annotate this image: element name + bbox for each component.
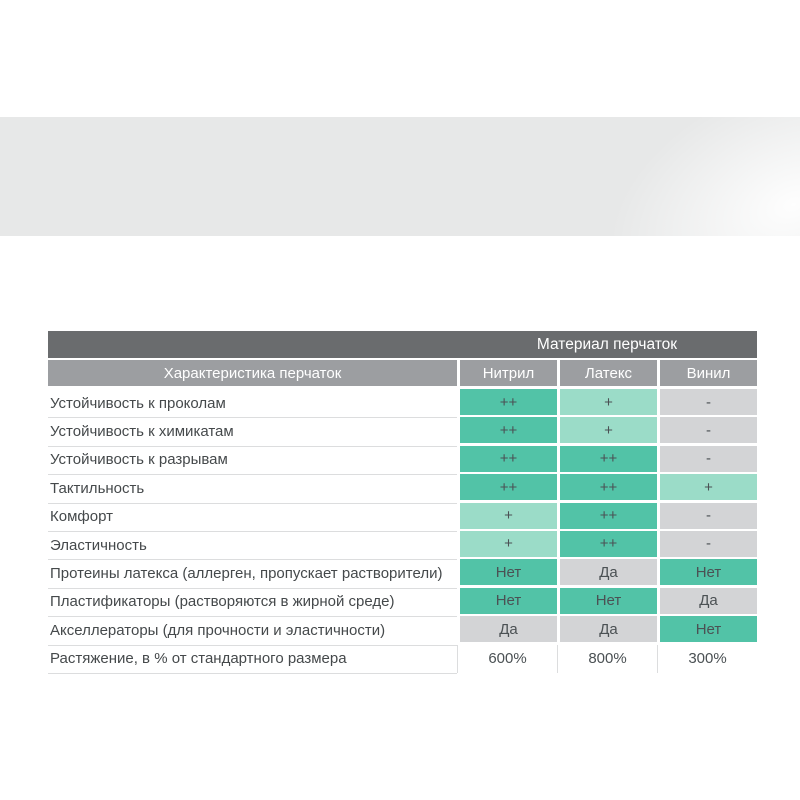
- row-label: Устойчивость к разрывам: [48, 446, 457, 476]
- value-cell-vinyl: Нет: [660, 616, 757, 643]
- value-cell-latex: +: [560, 417, 657, 444]
- row-label: Эластичность: [48, 531, 457, 561]
- value-cell-vinyl: 300%: [657, 644, 757, 673]
- group-header-materials: Материал перчаток: [536, 335, 678, 353]
- table-row: Эластичность + ++ -: [48, 530, 757, 561]
- table-row: Пластификаторы (растворяются в жирной ср…: [48, 587, 757, 618]
- value-cell-vinyl: -: [660, 417, 757, 444]
- value-cell-latex: Да: [560, 559, 657, 586]
- characteristic-column-header: Характеристика перчаток: [48, 360, 457, 386]
- value-cell-latex: 800%: [557, 644, 657, 673]
- value-cell-vinyl: Да: [660, 587, 757, 614]
- value-cell-vinyl: -: [660, 445, 757, 472]
- value-cell-nitrile: Нет: [460, 559, 557, 586]
- value-cell-latex: ++: [560, 445, 657, 472]
- row-label: Растяжение, в % от стандартного размера: [48, 645, 457, 674]
- row-label: Пластификаторы (растворяются в жирной ср…: [48, 588, 457, 618]
- row-label: Протеины латекса (аллерген, пропускает р…: [48, 559, 457, 589]
- table-row: Протеины латекса (аллерген, пропускает р…: [48, 559, 757, 589]
- material-column-header-nitrile: Нитрил: [460, 360, 557, 386]
- table-row: Устойчивость к химикатам ++ + -: [48, 417, 757, 447]
- table-row: Растяжение, в % от стандартного размера …: [48, 644, 757, 674]
- table-row: Тактильность ++ ++ +: [48, 474, 757, 504]
- value-cell-nitrile: Нет: [460, 587, 557, 614]
- group-header-spacer: [48, 331, 457, 358]
- swoosh-glow-decoration: [537, 117, 800, 236]
- table-group-header-row: Материал перчаток: [48, 331, 757, 358]
- value-cell-latex: Да: [560, 616, 657, 643]
- value-cell-vinyl: +: [660, 474, 757, 501]
- row-label: Тактильность: [48, 474, 457, 504]
- value-cell-vinyl: -: [660, 389, 757, 415]
- value-cell-latex: +: [560, 389, 657, 415]
- value-cell-nitrile: ++: [460, 445, 557, 472]
- value-cell-latex: ++: [560, 502, 657, 529]
- value-cell-latex: ++: [560, 474, 657, 501]
- value-cell-vinyl: -: [660, 502, 757, 529]
- value-cell-nitrile: +: [460, 530, 557, 557]
- material-column-header-vinyl: Винил: [660, 360, 757, 386]
- header-banner: СРАВНИТЕЛЬНЫЕ ХАРАКТЕРИСТИКИ ПЕРЧАТОК ИЗ…: [0, 117, 800, 236]
- table-row: Устойчивость к проколам ++ + -: [48, 389, 757, 419]
- table-column-header-row: Характеристика перчаток Нитрил Латекс Ви…: [48, 360, 757, 386]
- row-label: Комфорт: [48, 503, 457, 532]
- value-cell-nitrile: 600%: [457, 644, 557, 673]
- value-cell-nitrile: ++: [460, 474, 557, 501]
- value-cell-nitrile: ++: [460, 417, 557, 444]
- row-label: Акселлераторы (для прочности и эластично…: [48, 616, 457, 646]
- row-label: Устойчивость к проколам: [48, 389, 457, 419]
- value-cell-nitrile: +: [460, 502, 557, 529]
- table-row: Комфорт + ++ -: [48, 502, 757, 532]
- table-row: Акселлераторы (для прочности и эластично…: [48, 616, 757, 646]
- table-row: Устойчивость к разрывам ++ ++ -: [48, 445, 757, 476]
- material-column-header-latex: Латекс: [560, 360, 657, 386]
- value-cell-vinyl: -: [660, 530, 757, 557]
- value-cell-latex: Нет: [560, 587, 657, 614]
- value-cell-nitrile: Да: [460, 616, 557, 643]
- comparison-table: Материал перчаток Характеристика перчато…: [48, 331, 757, 674]
- value-cell-vinyl: Нет: [660, 559, 757, 586]
- value-cell-latex: ++: [560, 530, 657, 557]
- value-cell-nitrile: ++: [460, 389, 557, 415]
- table-body: Устойчивость к проколам ++ + - Устойчиво…: [48, 389, 757, 674]
- row-label: Устойчивость к химикатам: [48, 417, 457, 447]
